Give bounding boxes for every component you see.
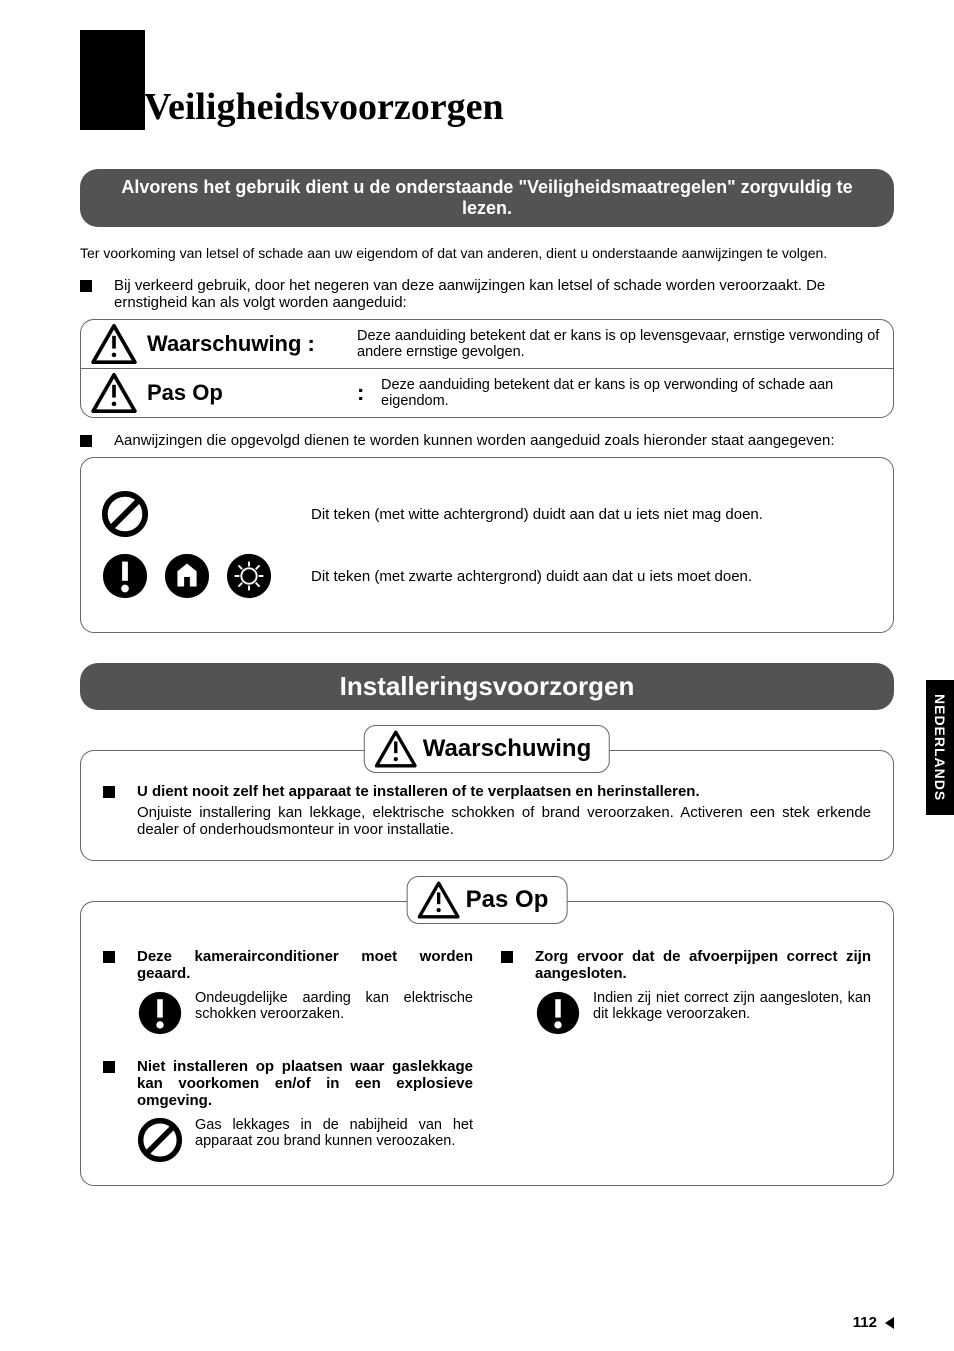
callout-body-text: Onjuiste installering kan lekkage, elekt… bbox=[137, 804, 871, 838]
symbol-description: Dit teken (met witte achtergrond) duidt … bbox=[311, 506, 873, 523]
bullet-item: Deze kamerairconditioner moet worden gea… bbox=[103, 948, 473, 982]
square-bullet-icon bbox=[80, 435, 92, 447]
severity-description: Deze aanduiding betekent dat er kans is … bbox=[357, 328, 883, 360]
warning-callout: Waarschuwing U dient nooit zelf het appa… bbox=[80, 750, 894, 861]
colon: : bbox=[357, 380, 371, 406]
caution-body: Indien zij niet correct zijn aangesloten… bbox=[593, 990, 871, 1036]
severity-description: Deze aanduiding betekent dat er kans is … bbox=[381, 377, 883, 409]
callout-label-text: Waarschuwing bbox=[423, 735, 591, 763]
page-number-value: 112 bbox=[853, 1314, 877, 1331]
callout-bold-text: U dient nooit zelf het apparaat te insta… bbox=[137, 783, 700, 800]
header-black-block bbox=[80, 30, 145, 130]
page-number: 112 bbox=[853, 1314, 894, 1331]
square-bullet-icon bbox=[80, 280, 92, 292]
caution-left-column: Deze kamerairconditioner moet worden gea… bbox=[103, 934, 473, 1163]
severity-label: Waarschuwing : bbox=[147, 331, 357, 357]
caution-right-column: Zorg ervoor dat de afvoerpijpen correct … bbox=[501, 934, 871, 1163]
symbol-legend-box: Dit teken (met witte achtergrond) duidt … bbox=[80, 457, 894, 633]
page-title: Veiligheidsvoorzorgen bbox=[144, 85, 504, 129]
callout-label: Waarschuwing bbox=[364, 725, 610, 773]
callout-label: Pas Op bbox=[407, 876, 568, 924]
square-bullet-icon bbox=[103, 786, 115, 798]
severity-label: Pas Op bbox=[147, 380, 357, 406]
square-bullet-icon bbox=[501, 951, 513, 963]
mandatory-icon bbox=[137, 990, 183, 1036]
intro-paragraph: Ter voorkoming van letsel of schade aan … bbox=[80, 245, 894, 261]
symbol-description: Dit teken (met zwarte achtergrond) duidt… bbox=[311, 568, 873, 585]
symbol-row: Dit teken (met zwarte achtergrond) duidt… bbox=[101, 552, 873, 600]
caution-callout: Pas Op Deze kamerairconditioner moet wor… bbox=[80, 901, 894, 1186]
severity-table: Waarschuwing : Deze aanduiding betekent … bbox=[80, 319, 894, 418]
intro-pill-header: Alvorens het gebruik dient u de ondersta… bbox=[80, 169, 894, 227]
warning-triangle-icon bbox=[91, 373, 137, 413]
warning-triangle-icon bbox=[91, 324, 137, 364]
callout-label-text: Pas Op bbox=[466, 886, 549, 914]
bullet-item: Niet installeren op plaatsen waar gaslek… bbox=[103, 1058, 473, 1109]
language-tab: NEDERLANDS bbox=[926, 680, 954, 815]
prohibit-icon bbox=[137, 1117, 183, 1163]
bullet-text: Bij verkeerd gebruik, door het negeren v… bbox=[114, 277, 894, 311]
severity-row-caution: Pas Op : Deze aanduiding betekent dat er… bbox=[81, 368, 893, 417]
action-icon bbox=[163, 552, 211, 600]
bullet-item: Bij verkeerd gebruik, door het negeren v… bbox=[80, 277, 894, 311]
warning-triangle-icon bbox=[418, 881, 460, 919]
action-icon bbox=[225, 552, 273, 600]
warning-triangle-icon bbox=[375, 730, 417, 768]
bullet-item: Zorg ervoor dat de afvoerpijpen correct … bbox=[501, 948, 871, 982]
caution-body: Gas lekkages in de nabijheid van het app… bbox=[195, 1117, 473, 1163]
caution-bold: Zorg ervoor dat de afvoerpijpen correct … bbox=[535, 948, 871, 982]
document-page: Veiligheidsvoorzorgen Alvorens het gebru… bbox=[0, 0, 954, 1236]
mandatory-icon bbox=[535, 990, 581, 1036]
severity-row-warning: Waarschuwing : Deze aanduiding betekent … bbox=[81, 320, 893, 368]
page-arrow-icon bbox=[885, 1317, 894, 1329]
square-bullet-icon bbox=[103, 951, 115, 963]
section-heading: Installeringsvoorzorgen bbox=[80, 663, 894, 710]
caution-bold: Deze kamerairconditioner moet worden gea… bbox=[137, 948, 473, 982]
square-bullet-icon bbox=[103, 1061, 115, 1073]
caution-body: Ondeugdelijke aarding kan elektrische sc… bbox=[195, 990, 473, 1036]
title-row: Veiligheidsvoorzorgen bbox=[80, 85, 894, 129]
mandatory-icon bbox=[101, 552, 149, 600]
symbol-row: Dit teken (met witte achtergrond) duidt … bbox=[101, 490, 873, 538]
bullet-item: U dient nooit zelf het apparaat te insta… bbox=[103, 783, 871, 800]
caution-bold: Niet installeren op plaatsen waar gaslek… bbox=[137, 1058, 473, 1109]
bullet-text: Aanwijzingen die opgevolgd dienen te wor… bbox=[114, 432, 835, 449]
bullet-item: Aanwijzingen die opgevolgd dienen te wor… bbox=[80, 432, 894, 449]
prohibit-icon bbox=[101, 490, 149, 538]
